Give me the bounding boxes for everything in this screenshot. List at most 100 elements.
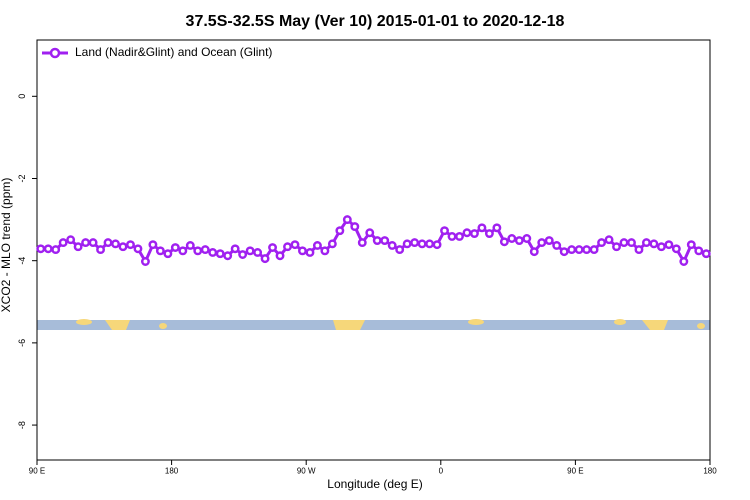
data-point <box>656 242 666 252</box>
legend-label: Land (Nadir&Glint) and Ocean (Glint) <box>75 45 272 59</box>
data-point <box>58 238 68 248</box>
data-point <box>118 242 128 252</box>
data-point <box>73 242 83 252</box>
data-point <box>163 249 173 259</box>
data-point <box>484 229 494 239</box>
data-point <box>671 244 681 254</box>
data-point <box>200 245 210 255</box>
data-point <box>686 240 696 250</box>
data-point <box>312 241 322 250</box>
data-point <box>103 238 113 248</box>
data-point <box>492 223 502 233</box>
data-point <box>283 242 292 252</box>
data-point <box>641 238 651 248</box>
data-point <box>589 245 599 255</box>
data-point <box>402 239 412 249</box>
data-point <box>126 240 135 250</box>
data-point <box>470 229 479 239</box>
data-point <box>365 228 375 238</box>
data-point <box>253 248 263 257</box>
data-point <box>567 245 577 255</box>
data-point <box>559 247 569 257</box>
data-point <box>51 245 61 255</box>
data-point <box>155 246 165 256</box>
data-point <box>170 243 180 252</box>
data-point <box>238 250 248 259</box>
data-point <box>395 245 405 255</box>
data-point <box>260 254 270 264</box>
data-point <box>529 247 539 257</box>
y-tick-label: -4 <box>17 257 27 265</box>
y-tick-label: -8 <box>17 421 27 429</box>
data-point <box>514 236 524 245</box>
data-point <box>417 239 427 249</box>
data-point <box>694 246 704 256</box>
data-point <box>357 238 367 248</box>
x-tick-label: 0 <box>439 467 444 476</box>
data-point <box>634 245 644 255</box>
data-point <box>612 242 621 252</box>
y-tick-label: 0 <box>17 94 27 99</box>
data-point <box>440 226 449 236</box>
data-point <box>43 244 53 254</box>
data-point <box>619 238 629 248</box>
data-point <box>387 241 397 250</box>
y-axis-label: XCO2 - MLO trend (ppm) <box>0 178 13 313</box>
data-point <box>36 244 46 254</box>
x-tick-label: 180 <box>703 467 717 476</box>
data-point <box>96 245 106 255</box>
data-point <box>133 244 143 254</box>
data-point <box>193 246 203 256</box>
y-tick-label: -2 <box>17 174 27 182</box>
data-point <box>410 238 420 248</box>
data-point <box>350 222 360 232</box>
data-point <box>81 238 91 248</box>
data-point <box>268 243 277 252</box>
data-point <box>522 234 532 243</box>
data-point <box>447 231 457 241</box>
data-point <box>290 240 300 250</box>
data-point <box>627 238 636 248</box>
data-point <box>544 236 554 245</box>
data-point <box>604 235 614 245</box>
data-point <box>208 248 218 257</box>
data-point <box>552 241 562 250</box>
data-point <box>649 239 659 249</box>
data-point <box>462 228 472 238</box>
data-point <box>140 257 150 266</box>
map-strip <box>37 319 710 330</box>
data-point <box>111 239 120 249</box>
data-point <box>88 238 98 248</box>
data-point <box>701 249 711 259</box>
x-tick-label: 90 W <box>297 467 316 476</box>
data-point <box>507 234 517 243</box>
data-point <box>574 245 584 255</box>
x-axis-label: Longitude (deg E) <box>327 477 422 491</box>
data-point <box>342 215 352 225</box>
data-point <box>432 240 442 250</box>
data-point <box>372 236 382 245</box>
data-point <box>185 241 195 250</box>
x-tick-label: 180 <box>165 467 179 476</box>
data-point <box>380 236 390 245</box>
data-point <box>455 231 464 241</box>
data-point <box>148 240 158 250</box>
data-point <box>664 240 674 250</box>
data-point <box>298 246 307 256</box>
data-point <box>215 249 225 259</box>
data-point <box>275 251 285 261</box>
data-point <box>597 238 607 248</box>
y-tick-label: -6 <box>17 339 27 347</box>
data-point <box>66 235 76 245</box>
chart-title: 37.5S-32.5S May (Ver 10) 2015-01-01 to 2… <box>186 13 565 30</box>
data-point <box>477 223 487 233</box>
x-tick-label: 90 E <box>567 467 583 476</box>
data-point <box>582 245 592 255</box>
data-point <box>537 238 547 248</box>
data-point <box>245 246 255 256</box>
data-point <box>178 246 188 256</box>
data-point <box>327 239 337 249</box>
data-point <box>305 248 315 257</box>
data-point <box>679 257 689 266</box>
